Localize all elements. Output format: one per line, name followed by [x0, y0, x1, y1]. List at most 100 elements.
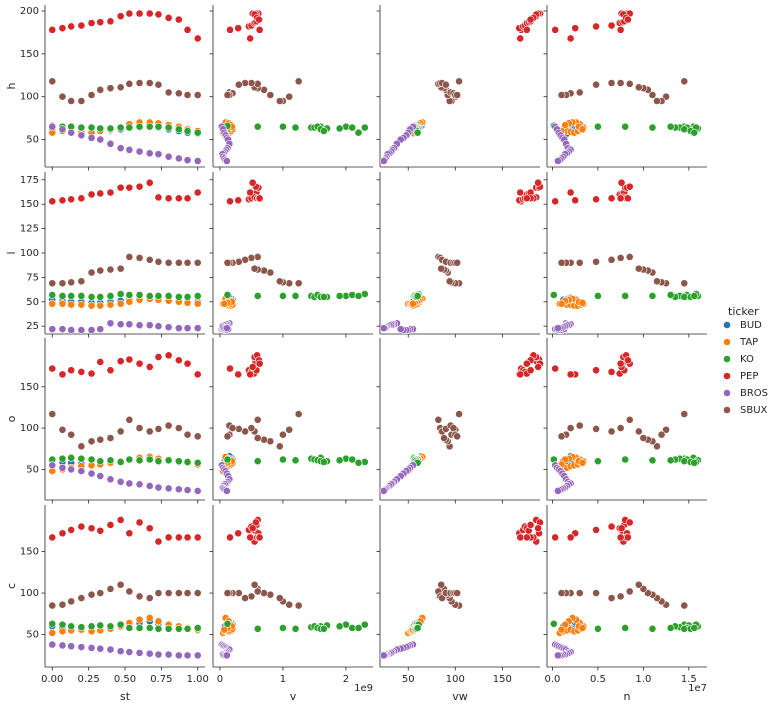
data-point [145, 255, 154, 264]
y-tick-label: 50 [26, 464, 39, 475]
data-point [592, 257, 600, 266]
data-point [616, 194, 625, 203]
data-point [106, 622, 115, 631]
data-point [354, 458, 363, 467]
data-point [566, 370, 575, 379]
data-point [616, 359, 625, 368]
data-point [625, 587, 634, 596]
legend-marker [723, 338, 731, 346]
data-point [662, 425, 670, 434]
data-point [250, 580, 259, 589]
data-point [648, 292, 657, 300]
data-point [594, 457, 602, 466]
data-point [183, 533, 192, 542]
data-point [223, 258, 232, 267]
data-point [67, 326, 76, 334]
legend-label: BUD [740, 320, 762, 331]
data-point [77, 131, 86, 140]
data-point [87, 293, 96, 301]
data-point [319, 293, 328, 301]
data-point [135, 253, 144, 262]
data-point [135, 624, 144, 632]
data-point [58, 600, 67, 609]
data-point [285, 425, 294, 434]
data-point [554, 157, 562, 165]
data-point [96, 85, 105, 94]
data-point [534, 524, 543, 533]
data-point [453, 432, 462, 441]
data-point [241, 594, 250, 602]
y-tick-label: 200 [20, 6, 39, 17]
data-point [648, 456, 657, 465]
legend-marker [723, 355, 731, 363]
data-point [617, 524, 626, 533]
data-point [253, 434, 262, 442]
y-axis-label: o [5, 415, 18, 422]
data-point [116, 477, 125, 486]
data-point [607, 427, 616, 436]
data-point [578, 458, 587, 467]
data-point [183, 458, 192, 466]
data-point [174, 324, 183, 333]
data-point [621, 122, 630, 131]
data-point [77, 277, 86, 286]
x-tick-label: 1.00 [187, 674, 209, 685]
data-point [253, 253, 262, 261]
data-point [135, 359, 144, 368]
data-point [291, 456, 300, 465]
data-point [193, 487, 202, 495]
data-point [67, 430, 76, 439]
data-point [223, 291, 232, 299]
data-point [67, 453, 76, 462]
data-point [648, 123, 657, 132]
data-point [625, 518, 634, 527]
data-point [183, 91, 192, 99]
data-point [116, 458, 125, 466]
data-point [125, 253, 134, 261]
data-point [279, 455, 287, 464]
data-point [616, 25, 625, 34]
data-point [77, 194, 86, 203]
data-point [248, 363, 257, 371]
data-point [653, 442, 661, 451]
data-point [87, 326, 96, 334]
data-point [246, 370, 255, 379]
data-point [87, 301, 96, 310]
data-point [680, 601, 689, 610]
data-point [96, 325, 105, 334]
data-point [193, 370, 202, 379]
data-point [67, 128, 76, 137]
data-point [106, 292, 115, 300]
data-point [58, 325, 67, 334]
data-point [193, 128, 202, 137]
data-point [592, 589, 600, 597]
data-point [246, 533, 255, 542]
x-tick-label: 1.0 [635, 674, 651, 685]
data-point [335, 456, 344, 465]
data-point [616, 79, 625, 87]
data-point [135, 122, 144, 131]
data-point [96, 358, 105, 366]
x-tick-label: 0.25 [78, 674, 100, 685]
data-point [106, 265, 115, 274]
data-point [135, 456, 144, 465]
data-point [617, 178, 626, 187]
data-point [255, 25, 264, 34]
data-point [154, 150, 163, 159]
data-point [106, 521, 115, 529]
data-point [193, 34, 202, 43]
data-point [96, 301, 105, 310]
x-tick-label: 0.5 [590, 674, 606, 685]
data-point [174, 485, 183, 494]
axis-offset: 1e9 [354, 683, 373, 694]
data-point [247, 424, 256, 432]
data-point [125, 624, 134, 632]
data-point [67, 597, 76, 606]
data-point [174, 457, 183, 466]
data-point [253, 587, 262, 596]
data-point [571, 24, 580, 33]
data-point [291, 292, 300, 300]
data-point [106, 17, 115, 26]
data-point [106, 124, 115, 133]
data-point [87, 469, 96, 478]
